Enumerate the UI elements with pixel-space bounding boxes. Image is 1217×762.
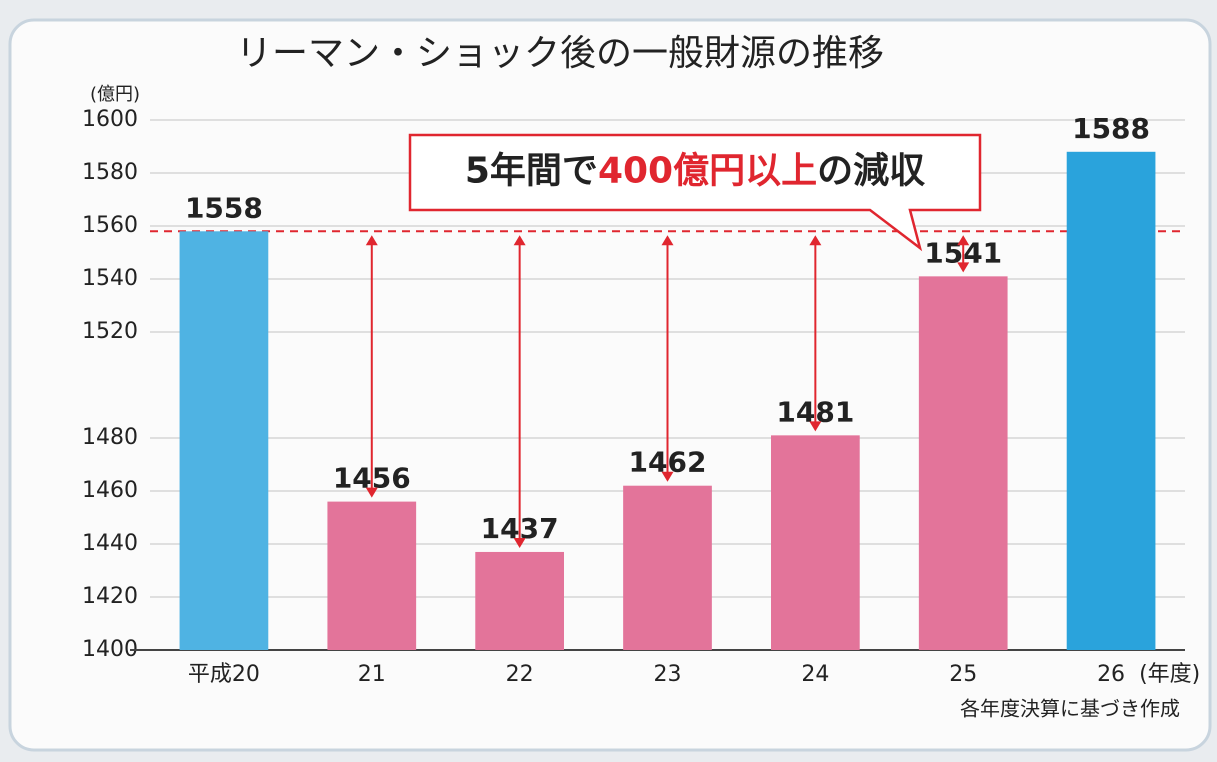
y-tick-label: 1440 [82, 531, 138, 556]
chart-title: リーマン・ショック後の一般財源の推移 [236, 33, 884, 74]
bar [623, 486, 712, 650]
annotation-part: の減収 [817, 151, 925, 192]
annotation-part: 400億円以上 [598, 151, 817, 192]
bar [919, 276, 1008, 650]
x-tick-label: 21 [358, 662, 386, 687]
y-tick-label: 1520 [82, 319, 138, 344]
x-tick-label: 25 [949, 662, 977, 687]
page: リーマン・ショック後の一般財源の推移 (億円) 各年度決算に基づき作成 1400… [0, 0, 1217, 762]
note: 各年度決算に基づき作成 [960, 697, 1180, 721]
value-label: 1588 [1072, 112, 1150, 145]
y-tick-label: 1480 [82, 425, 138, 450]
y-unit: (億円) [90, 84, 140, 105]
y-tick-label: 1600 [82, 107, 138, 132]
bar [771, 435, 860, 650]
x-tick-label: 24 [801, 662, 829, 687]
annotation-part: 5年間で [465, 151, 598, 192]
y-tick-label: 1420 [82, 584, 138, 609]
chart: リーマン・ショック後の一般財源の推移 (億円) 各年度決算に基づき作成 1400… [0, 0, 1217, 762]
y-tick-label: 1580 [82, 160, 138, 185]
bar [475, 552, 564, 650]
bar [327, 502, 416, 650]
bar [180, 231, 269, 650]
y-tick-label: 1560 [82, 213, 138, 238]
x-tick-label: 22 [506, 662, 534, 687]
value-label: 1558 [185, 191, 263, 224]
x-tick-label: 23 [654, 662, 682, 687]
bar [1067, 152, 1156, 650]
annotation: 5年間で400億円以上の減収 [465, 151, 925, 192]
x-tick-label: 平成20 [188, 662, 260, 687]
y-tick-label: 1460 [82, 478, 138, 503]
x-unit: (年度) [1139, 662, 1200, 687]
x-tick-label: 26 [1097, 662, 1125, 687]
y-tick-label: 1540 [82, 266, 138, 291]
y-tick-label: 1400 [82, 637, 138, 662]
